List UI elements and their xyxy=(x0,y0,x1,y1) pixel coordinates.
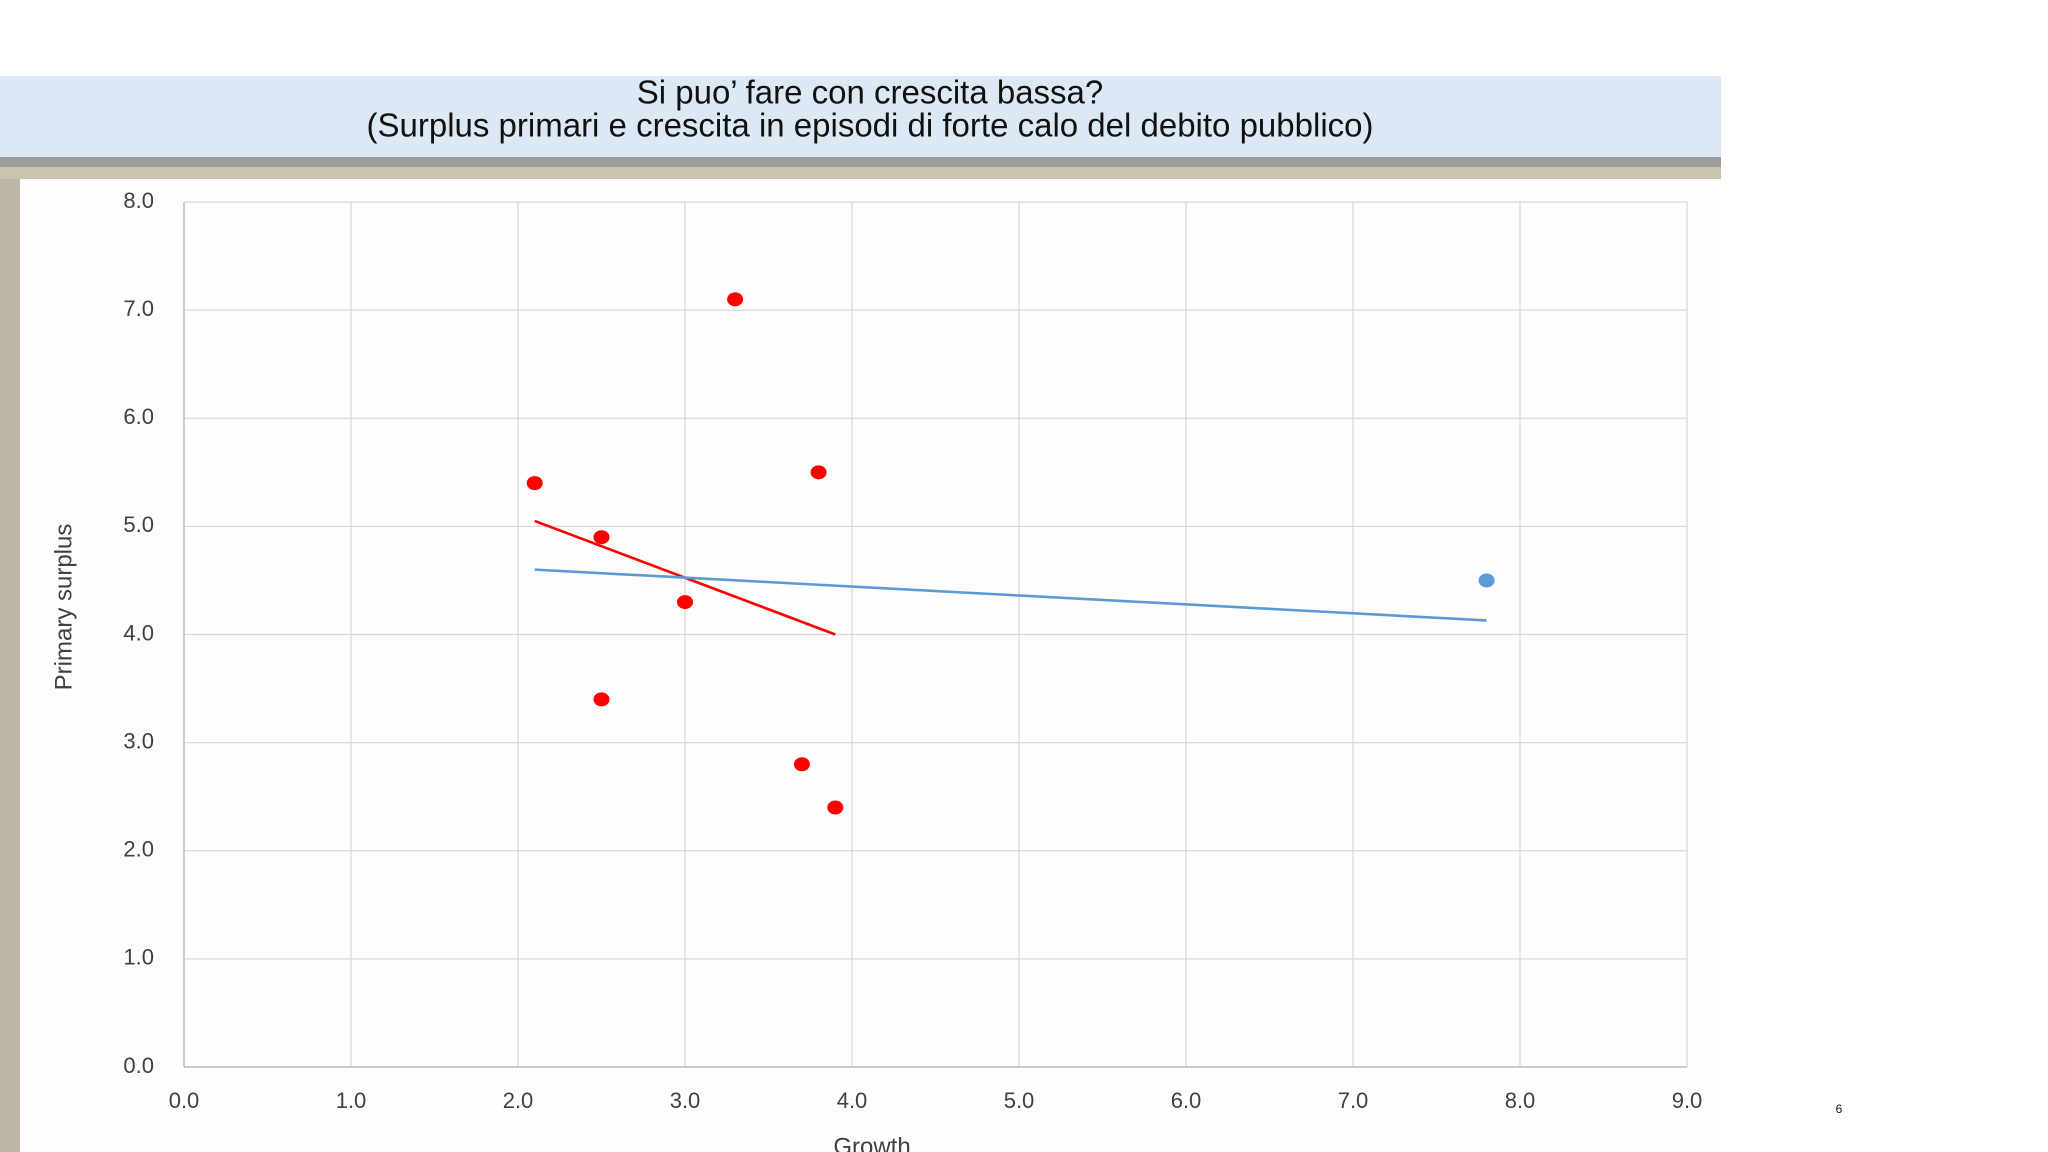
point xyxy=(1478,573,1495,588)
point xyxy=(593,530,610,545)
x-tick-label: 5.0 xyxy=(1004,1088,1035,1113)
x-axis-label: Growth xyxy=(833,1133,910,1152)
point xyxy=(526,476,543,491)
title-rule-2 xyxy=(0,167,1721,179)
y-tick-label: 5.0 xyxy=(123,512,154,537)
x-tick-label: 3.0 xyxy=(670,1088,701,1113)
point xyxy=(810,465,827,480)
y-axis-label: Primary surplus xyxy=(50,524,77,691)
page-number: 6 xyxy=(1836,1102,1843,1116)
point xyxy=(727,292,744,307)
x-tick-label: 0.0 xyxy=(169,1088,200,1113)
x-tick-label: 6.0 xyxy=(1171,1088,1202,1113)
x-tick-label: 2.0 xyxy=(503,1088,534,1113)
point xyxy=(677,595,693,610)
point xyxy=(593,692,610,707)
x-tick-label: 8.0 xyxy=(1505,1088,1536,1113)
title-rule xyxy=(0,157,1721,167)
point xyxy=(827,800,844,815)
x-tick-label: 7.0 xyxy=(1338,1088,1369,1113)
left-strip xyxy=(0,179,20,1152)
y-tick-label: 6.0 xyxy=(123,404,154,429)
y-tick-label: 8.0 xyxy=(123,188,154,213)
chart-area xyxy=(20,179,1721,1152)
y-tick-label: 1.0 xyxy=(123,945,154,970)
slide-title: Si puo’ fare con crescita bassa? xyxy=(637,74,1104,111)
x-tick-label: 4.0 xyxy=(837,1088,868,1113)
trendline xyxy=(534,568,1487,622)
y-tick-label: 4.0 xyxy=(123,620,154,645)
y-tick-label: 7.0 xyxy=(123,296,154,321)
x-tick-label: 9.0 xyxy=(1672,1088,1703,1113)
y-tick-label: 2.0 xyxy=(123,837,154,862)
y-tick-label: 0.0 xyxy=(123,1053,154,1078)
slide-subtitle: (Surplus primari e crescita in episodi d… xyxy=(367,107,1374,144)
title-band xyxy=(0,76,1721,157)
point xyxy=(793,757,810,772)
x-tick-label: 1.0 xyxy=(336,1088,367,1113)
y-tick-label: 3.0 xyxy=(123,728,154,753)
